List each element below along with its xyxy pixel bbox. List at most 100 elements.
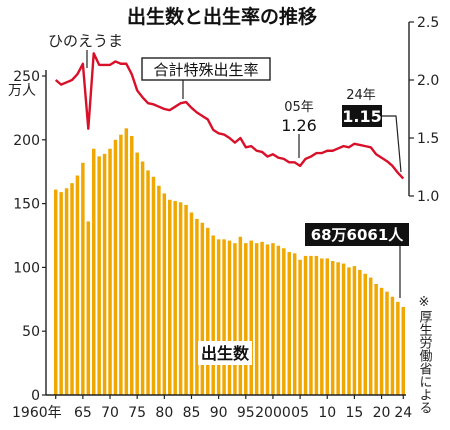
births-bar-2005 <box>298 259 302 395</box>
x-tick-label-2020: 20 <box>373 405 391 421</box>
births-bar-1996 <box>249 240 253 395</box>
x-tick-label-1960: 1960年 <box>12 405 62 421</box>
births-bar-2004 <box>292 253 297 395</box>
x-tick-label-1985: 85 <box>183 405 201 421</box>
x-tick-label-1980: 80 <box>155 405 173 421</box>
births-bar-1998 <box>260 241 264 395</box>
births-bar-1962 <box>64 188 69 395</box>
births-bar-2000 <box>271 243 275 395</box>
births-bar-1966 <box>86 221 91 395</box>
births-bar-1994 <box>238 236 243 395</box>
x-tick-label-2010: 10 <box>318 405 336 421</box>
births-bar-1984 <box>184 204 188 395</box>
births-bar-2014 <box>347 267 351 395</box>
births-bar-2018 <box>368 277 373 395</box>
births-bar-1971 <box>113 139 118 395</box>
births-bar-1967 <box>91 148 96 395</box>
y24-value: 1.15 <box>342 107 381 126</box>
births-bar-1995 <box>244 243 248 395</box>
births-bar-2024 <box>401 306 406 395</box>
births-2024-box <box>305 223 409 246</box>
rate-label-text: 合計特殊出生率 <box>153 61 258 79</box>
births-bar-2021 <box>385 291 389 395</box>
rate-line-group <box>54 52 405 180</box>
rate-label-box <box>141 57 271 81</box>
hinoeuma-label: ひのえうま <box>48 32 123 50</box>
births-bar-2008 <box>314 255 319 395</box>
left-tick-label-150: 150 <box>13 197 40 213</box>
rate-line <box>54 52 405 180</box>
births-bar-1997 <box>254 243 259 395</box>
x-tick-label-1995: 95 <box>237 405 255 421</box>
births-bar-2003 <box>287 252 291 395</box>
births-bar-1987 <box>200 222 205 395</box>
left-axis-unit: 万人 <box>8 83 36 99</box>
births-bar-1970 <box>108 148 112 395</box>
births-bar-1969 <box>102 153 107 395</box>
births-bar-1990 <box>216 239 221 395</box>
births-bar-2012 <box>336 262 340 395</box>
births-bar-1964 <box>75 175 80 395</box>
births-bar-2016 <box>358 269 362 395</box>
births-bar-2007 <box>309 255 313 395</box>
births-bar-1979 <box>157 185 161 395</box>
x-tick-label-1965: 65 <box>74 405 92 421</box>
births-bar-1968 <box>97 156 101 395</box>
births-bar-1974 <box>130 135 134 395</box>
births-bar-2013 <box>341 263 346 395</box>
births-bar-2023 <box>396 301 400 395</box>
left-tick-label-0: 0 <box>31 388 40 404</box>
right-axis: 2.5 2.0 1.5 1.0 <box>408 15 439 205</box>
x-tick-label-1990: 90 <box>210 405 228 421</box>
births-bar-2010 <box>325 258 329 395</box>
x-tick-label-2005: 05 <box>291 405 309 421</box>
births-bar-2017 <box>363 273 368 395</box>
x-tick-label-2024: 24 <box>394 405 412 421</box>
births-bar-1973 <box>124 128 129 395</box>
births-bar-2001 <box>276 245 281 395</box>
births-bar-1972 <box>119 134 123 395</box>
x-axis: 1960年 65 70 75 80 85 90 95 2000 05 10 15 20 24 <box>12 394 412 421</box>
source-note: ※厚生労働省による <box>417 295 433 414</box>
births-bar-1981 <box>168 199 172 395</box>
x-tick-label-2000: 2000 <box>255 405 291 421</box>
y24-value-box <box>342 105 382 127</box>
births-bar-2009 <box>320 258 324 395</box>
births-bar-1982 <box>173 201 177 395</box>
births-bar-2020 <box>379 287 384 395</box>
births-bar-1980 <box>162 193 167 395</box>
births-bar-1960 <box>53 189 58 395</box>
births-bar-1965 <box>81 162 85 395</box>
births-bar-1988 <box>206 227 210 395</box>
x-tick-label-2015: 15 <box>345 405 363 421</box>
left-tick-label-100: 100 <box>13 260 40 276</box>
y05-label: 05年 <box>284 100 314 115</box>
x-tick-label-1970: 70 <box>101 405 119 421</box>
births-2024-value: 68万6061人 <box>311 226 405 244</box>
births-bar-1985 <box>189 212 194 395</box>
x-tick-label-1975: 75 <box>128 405 146 421</box>
births-bar-1975 <box>135 152 139 395</box>
births-bar-2011 <box>330 261 335 395</box>
y05-value: 1.26 <box>281 116 317 135</box>
births-bar-1978 <box>151 176 156 395</box>
births-bars <box>53 128 406 395</box>
births-bar-1986 <box>195 218 199 395</box>
left-tick-label-50: 50 <box>22 324 40 340</box>
y24-label: 24年 <box>346 88 376 103</box>
left-tick-label-250: 250 <box>13 69 40 85</box>
births-bar-1963 <box>70 183 74 395</box>
left-tick-label-200: 200 <box>13 133 40 149</box>
right-tick-label-1.5: 1.5 <box>417 131 439 147</box>
right-tick-label-2.0: 2.0 <box>417 73 439 89</box>
births-bar-1993 <box>233 243 237 395</box>
births-bar-1961 <box>59 192 63 395</box>
births-bar-2015 <box>352 266 357 395</box>
births-bar-1976 <box>140 161 145 395</box>
left-axis: 250 200 150 100 50 0 <box>13 69 47 404</box>
right-tick-label-2.5: 2.5 <box>417 15 439 31</box>
births-bar-2022 <box>390 296 395 395</box>
births-label-bg <box>198 341 252 365</box>
births-label: 出生数 <box>201 344 250 363</box>
